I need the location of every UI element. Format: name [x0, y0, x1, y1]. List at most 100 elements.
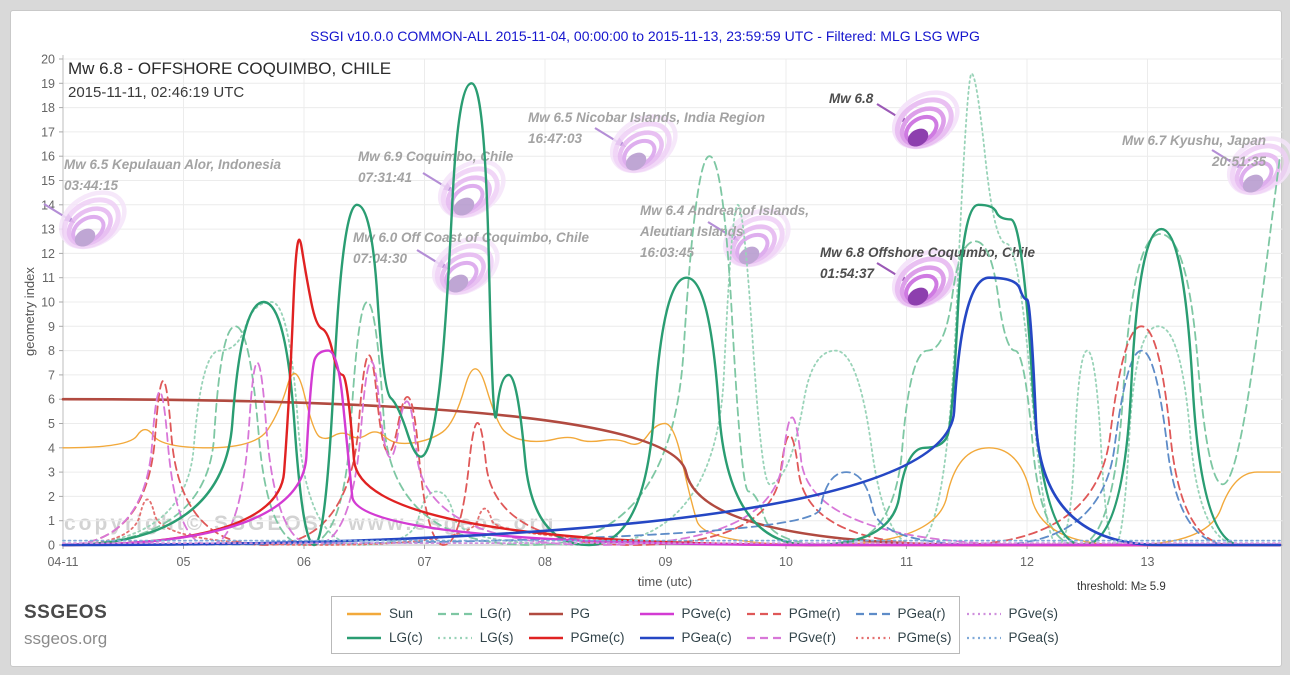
legend-label: PGve(r) — [788, 630, 837, 645]
annotation-label: Mw 6.4 Andreanof Islands, — [640, 203, 809, 218]
y-tick-label: 9 — [48, 320, 55, 334]
chart-title: Mw 6.8 - OFFSHORE COQUIMBO, CHILE — [68, 59, 392, 78]
y-tick-label: 8 — [48, 344, 55, 358]
series-line-LG(c) — [61, 82, 1282, 547]
y-tick-label: 3 — [48, 466, 55, 480]
brand-site: ssgeos.org — [24, 629, 108, 648]
x-tick-label: 11 — [900, 555, 913, 569]
legend-item-PGea(r): PGea(r) — [855, 606, 952, 621]
legend-label: PGea(s) — [1008, 630, 1059, 645]
quake-ripple-icon — [59, 190, 127, 250]
legend-label: PGme(s) — [897, 630, 952, 645]
ripple-ring — [440, 166, 500, 218]
ripple-ring — [66, 206, 113, 247]
x-axis-title: time (utc) — [637, 574, 693, 589]
y-tick-label: 19 — [41, 77, 55, 91]
legend-line-sample — [746, 636, 781, 639]
annotation-label: Mw 6.8 Offshore Coquimbo, Chile — [820, 245, 1036, 260]
legend-item-PGme(c): PGme(c) — [528, 630, 625, 645]
quake-ripple-icon — [892, 90, 960, 150]
x-tick-label: 13 — [1141, 555, 1155, 569]
legend-label: PGea(c) — [681, 630, 732, 645]
ripple-ring — [61, 197, 121, 249]
y-tick-label: 2 — [48, 490, 55, 504]
quake-annotation: Mw 6.5 Nicobar Islands, India Region 16:4… — [528, 110, 765, 174]
x-tick-label: 04-11 — [47, 555, 78, 569]
legend-label: PGea(r) — [897, 606, 946, 621]
y-tick-label: 18 — [41, 101, 55, 115]
annotation-label: 01:54:37 — [820, 266, 876, 281]
quake-annotation: Mw 6.8 — [829, 90, 960, 150]
y-tick-label: 11 — [42, 271, 55, 285]
series-line-PGve(c) — [61, 349, 1282, 547]
ripple-ring — [730, 224, 777, 265]
legend-line-sample — [639, 636, 674, 639]
legend-item-LG(s): LG(s) — [437, 630, 514, 645]
quake-ripple-icon — [892, 249, 960, 309]
ripple-ring — [612, 121, 672, 173]
ripple-ring — [899, 106, 946, 147]
y-tick-label: 20 — [41, 53, 55, 67]
ripple-ring — [894, 97, 954, 149]
chart-subtitle: 2015-11-11, 02:46:19 UTC — [68, 84, 245, 101]
x-tick-label: 05 — [177, 555, 191, 569]
legend-item-PGve(r): PGve(r) — [746, 630, 841, 645]
legend-item-PG: PG — [528, 606, 625, 621]
legend-label: PGme(c) — [570, 630, 625, 645]
annotation-label: Mw 6.8 — [829, 91, 874, 106]
legend-item-PGme(r): PGme(r) — [746, 606, 841, 621]
legend: Sun LG(r) PG PGve(c) PGme(r) PGea(r) PGve(s) LG… — [331, 596, 1059, 654]
series-line-PGme(s) — [62, 498, 1281, 546]
annotation-label: 16:47:03 — [528, 131, 583, 146]
quake-annotation: Mw 6.5 Kepulauan Alor, Indonesia 03:44:15 — [43, 157, 282, 250]
y-tick-label: 1 — [48, 514, 55, 528]
legend-item-LG(r): LG(r) — [437, 606, 514, 621]
brand-name: SSGEOS — [24, 602, 108, 623]
x-tick-label: 06 — [297, 555, 311, 569]
threshold-note: threshold: M≥ 5.9 — [1077, 581, 1166, 593]
annotation-label: Mw 6.5 Nicobar Islands, India Region — [528, 110, 765, 125]
legend-item-Sun: Sun — [346, 606, 423, 621]
legend-item-PGme(s): PGme(s) — [855, 630, 952, 645]
legend-line-sample — [855, 636, 890, 639]
legend-item-PGea(s): PGea(s) — [966, 630, 1059, 645]
series-line-PGme(c) — [61, 238, 1282, 547]
legend-label: PG — [570, 606, 591, 621]
y-tick-label: 15 — [41, 174, 55, 188]
legend-line-sample — [347, 612, 381, 615]
epicenter-dot — [1242, 174, 1264, 193]
annotation-label: 20:51:35 — [1211, 154, 1267, 169]
annotation-label: Mw 6.9 Coquimbo, Chile — [358, 149, 514, 164]
ripple-ring — [439, 252, 486, 293]
legend-item-PGve(s): PGve(s) — [966, 606, 1059, 621]
quake-annotation: Mw 6.7 Kyushu, Japan 20:51:35 — [1122, 133, 1290, 196]
quake-annotation: Mw 6.4 Andreanof Islands, Aleutian Island… — [639, 203, 809, 268]
legend-line-sample — [528, 612, 563, 615]
legend-label: PGme(r) — [788, 606, 841, 621]
y-tick-label: 13 — [41, 223, 55, 237]
quake-annotation: Mw 6.9 Coquimbo, Chile 07:31:41 — [358, 149, 514, 219]
epicenter-dot — [447, 274, 469, 293]
epicenter-dot — [907, 128, 929, 147]
x-tick-label: 07 — [418, 555, 432, 569]
y-tick-label: 5 — [48, 417, 55, 431]
quake-annotation: Mw 6.0 Off Coast of Coquimbo, Chile 07:04… — [353, 230, 589, 296]
y-tick-label: 0 — [48, 539, 55, 553]
y-tick-label: 6 — [48, 393, 55, 407]
legend-label: LG(c) — [389, 630, 423, 645]
series-line-PGme(r) — [62, 325, 1281, 546]
plot-area: 0123456789101112131415161718192004-11050… — [41, 53, 1290, 569]
legend-label: Sun — [389, 606, 414, 621]
epicenter-dot — [738, 246, 760, 265]
annotation-label: Mw 6.7 Kyushu, Japan — [1122, 133, 1266, 148]
legend-label: LG(r) — [479, 606, 512, 621]
series-line-LG(s) — [62, 72, 1281, 546]
ripple-ring — [445, 175, 492, 216]
x-tick-label: 12 — [1020, 555, 1034, 569]
legend-item-LG(c): LG(c) — [346, 630, 423, 645]
epicenter-dot — [907, 287, 929, 306]
ripple-ring — [899, 265, 946, 306]
legend-line-sample — [746, 612, 781, 615]
x-tick-label: 09 — [659, 555, 673, 569]
